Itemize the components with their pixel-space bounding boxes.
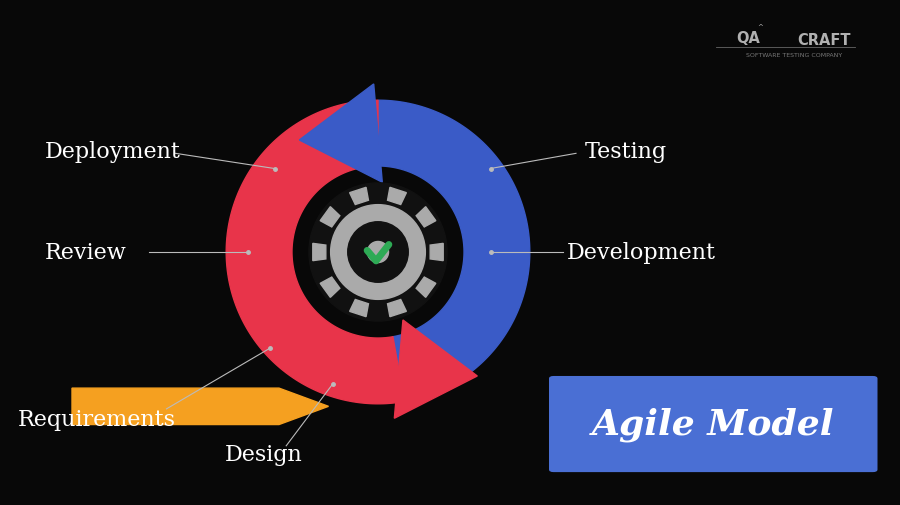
Ellipse shape xyxy=(309,183,447,321)
Text: Testing: Testing xyxy=(585,140,667,163)
Polygon shape xyxy=(349,188,368,205)
Polygon shape xyxy=(430,244,443,261)
Polygon shape xyxy=(416,278,436,298)
Polygon shape xyxy=(320,278,340,298)
Text: Review: Review xyxy=(45,241,127,264)
Polygon shape xyxy=(416,207,436,227)
Text: Development: Development xyxy=(567,241,716,264)
Text: Deployment: Deployment xyxy=(45,140,181,163)
Polygon shape xyxy=(388,188,407,205)
Ellipse shape xyxy=(347,222,409,283)
Text: CRAFT: CRAFT xyxy=(797,33,850,48)
Text: Design: Design xyxy=(225,443,302,466)
Polygon shape xyxy=(394,320,477,419)
Polygon shape xyxy=(313,244,326,261)
Text: Agile Model: Agile Model xyxy=(592,407,834,441)
Ellipse shape xyxy=(367,242,389,263)
FancyBboxPatch shape xyxy=(549,376,878,472)
Text: QA: QA xyxy=(736,31,760,46)
Polygon shape xyxy=(226,101,404,404)
Polygon shape xyxy=(349,300,368,317)
Text: Requirements: Requirements xyxy=(18,408,176,430)
Ellipse shape xyxy=(330,205,426,300)
Polygon shape xyxy=(388,300,407,317)
FancyArrow shape xyxy=(72,388,328,425)
Text: ^: ^ xyxy=(758,24,763,30)
Polygon shape xyxy=(320,207,340,227)
Polygon shape xyxy=(378,101,530,401)
Text: SOFTWARE TESTING COMPANY: SOFTWARE TESTING COMPANY xyxy=(746,53,842,58)
Polygon shape xyxy=(300,85,382,183)
